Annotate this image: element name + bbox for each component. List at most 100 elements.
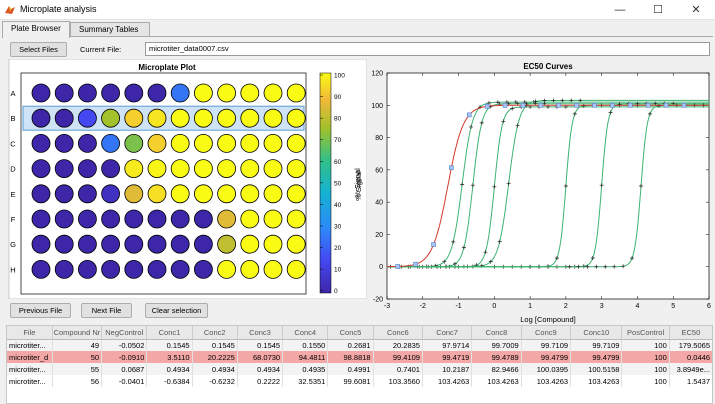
table-cell[interactable]: 10.2187 [422, 363, 473, 375]
table-cell[interactable]: 32.5351 [282, 375, 329, 387]
plate-well[interactable] [193, 209, 213, 229]
plate-well[interactable] [263, 184, 283, 204]
maximize-button[interactable]: ☐ [653, 4, 663, 16]
table-cell[interactable]: 0.1545 [146, 339, 193, 351]
column-header[interactable]: Conc1 [146, 326, 193, 340]
plate-well[interactable] [170, 108, 190, 128]
results-table[interactable]: File Compound Nr NegControl Conc1 Conc2 Conc3… [6, 325, 713, 404]
plate-well[interactable] [31, 234, 51, 254]
column-header[interactable]: Conc4 [282, 326, 329, 340]
table-cell[interactable]: 100 [621, 375, 670, 387]
table-row[interactable]: microtiter... 56 -0.0401 -0.6384 -0.6232 0.22… [7, 375, 712, 387]
plate-well[interactable] [217, 134, 237, 153]
plate-well[interactable] [193, 134, 213, 153]
table-row[interactable]: microtiter_d 50 -0.0910 3.5110 20.2225 68.073… [7, 351, 712, 363]
table-cell[interactable]: 50 [52, 351, 103, 363]
table-cell[interactable]: -0.6232 [192, 375, 238, 387]
plate-well[interactable] [101, 259, 120, 279]
plate-well[interactable] [263, 234, 283, 254]
plate-well[interactable] [263, 209, 283, 229]
plate-well[interactable] [193, 108, 213, 128]
table-cell[interactable]: -0.0502 [101, 339, 148, 351]
plate-well[interactable] [240, 159, 260, 178]
plate-well[interactable] [170, 259, 190, 279]
plate-well[interactable] [147, 259, 167, 279]
table-cell[interactable]: 100.5158 [570, 363, 623, 375]
table-cell[interactable]: 103.4263 [471, 375, 522, 387]
column-header[interactable]: NegControl [101, 326, 148, 340]
table-cell[interactable]: 99.6081 [327, 375, 374, 387]
table-cell[interactable]: 99.4719 [422, 351, 473, 363]
plate-well[interactable] [217, 159, 237, 178]
table-cell[interactable]: 0.1550 [282, 339, 329, 351]
plate-well[interactable] [31, 134, 51, 153]
table-cell[interactable]: 99.7109 [570, 339, 623, 351]
plate-well[interactable] [217, 184, 237, 204]
table-row[interactable]: microtiter... 55 0.0687 0.4934 0.4934 0.4934 0… [7, 363, 712, 375]
plate-well[interactable] [54, 234, 74, 254]
column-header[interactable]: Conc3 [237, 326, 284, 340]
plate-well[interactable] [286, 184, 306, 204]
plate-well[interactable] [147, 184, 167, 204]
plate-well[interactable] [78, 108, 97, 128]
column-header[interactable]: Conc9 [521, 326, 572, 340]
table-cell[interactable]: microtiter... [7, 363, 53, 375]
plate-well[interactable] [54, 134, 74, 153]
table-cell[interactable]: 97.9714 [422, 339, 473, 351]
plate-well[interactable] [240, 209, 260, 229]
plate-well[interactable] [217, 234, 237, 254]
table-cell[interactable]: 49 [52, 339, 103, 351]
plate-well[interactable] [217, 83, 237, 103]
table-cell[interactable]: -0.6384 [146, 375, 193, 387]
column-header[interactable]: File [7, 326, 53, 340]
plate-well[interactable] [170, 159, 190, 178]
plate-well[interactable] [193, 159, 213, 178]
column-header[interactable]: EC50 [669, 326, 712, 340]
plate-well[interactable] [54, 259, 74, 279]
table-cell[interactable]: 1.5437 [669, 375, 712, 387]
plate-well[interactable] [124, 184, 144, 204]
plate-well[interactable] [101, 83, 120, 103]
table-cell[interactable]: 0.0687 [101, 363, 148, 375]
table-cell[interactable]: 0.1545 [192, 339, 238, 351]
plate-well[interactable] [54, 184, 74, 204]
plate-well[interactable] [286, 159, 306, 178]
plate-well[interactable] [263, 259, 283, 279]
table-cell[interactable]: 0.0446 [669, 351, 712, 363]
tab-summary-tables[interactable]: Summary Tables [70, 22, 150, 37]
plate-well[interactable] [78, 259, 97, 279]
plate-well[interactable] [147, 83, 167, 103]
plate-well[interactable] [124, 83, 144, 103]
plate-well[interactable] [31, 108, 51, 128]
table-cell[interactable]: 68.0730 [237, 351, 284, 363]
table-cell[interactable]: 0.2681 [327, 339, 374, 351]
plate-well[interactable] [240, 108, 260, 128]
column-header[interactable]: Conc5 [327, 326, 374, 340]
plate-well[interactable] [124, 108, 144, 128]
plate-well[interactable] [170, 134, 190, 153]
plate-well[interactable] [193, 259, 213, 279]
table-cell[interactable]: 3.5110 [146, 351, 193, 363]
table-cell[interactable]: 100 [621, 363, 670, 375]
plate-well[interactable] [54, 209, 74, 229]
select-files-button[interactable]: Select Files [10, 42, 67, 57]
plate-well[interactable] [101, 134, 120, 153]
plate-well[interactable] [78, 234, 97, 254]
plate-well[interactable] [240, 134, 260, 153]
table-cell[interactable]: 0.1545 [237, 339, 284, 351]
plate-well[interactable] [124, 234, 144, 254]
tab-plate-browser[interactable]: Plate Browser [2, 21, 70, 38]
table-cell[interactable]: 99.7109 [521, 339, 572, 351]
column-header[interactable]: Compound Nr [52, 326, 103, 340]
table-cell[interactable]: 103.4263 [570, 375, 623, 387]
plate-well[interactable] [147, 159, 167, 178]
table-cell[interactable]: 99.4799 [521, 351, 572, 363]
plate-well[interactable] [147, 108, 167, 128]
plate-well[interactable] [78, 134, 97, 153]
plate-well[interactable] [286, 209, 306, 229]
table-cell[interactable]: 82.9466 [471, 363, 522, 375]
table-cell[interactable]: 20.2225 [192, 351, 238, 363]
table-cell[interactable]: 99.4109 [373, 351, 423, 363]
column-header[interactable]: Conc7 [422, 326, 473, 340]
